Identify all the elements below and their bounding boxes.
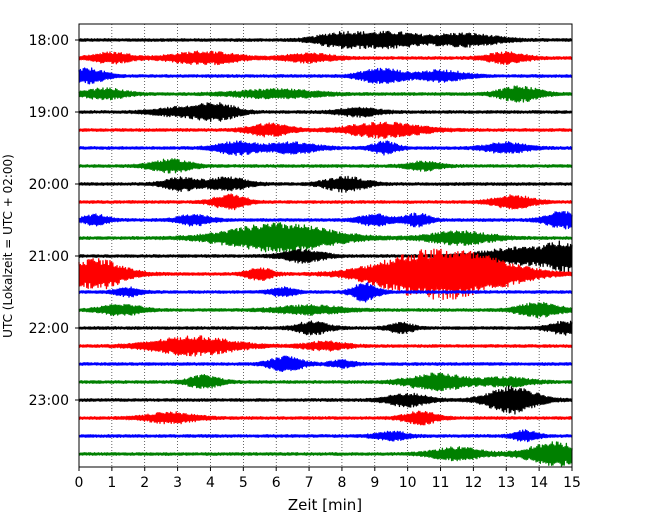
trace-line xyxy=(78,301,573,319)
trace-line xyxy=(78,121,573,139)
x-axis-ticks: 0 1 2 3 4 5 6 7 8 9 10 11 12 13 14 15 xyxy=(75,467,581,491)
traces-group xyxy=(78,30,573,467)
x-tick-label: 6 xyxy=(272,475,281,491)
x-tick-label: 1 xyxy=(107,475,116,491)
trace-line xyxy=(78,410,573,426)
trace-line xyxy=(78,248,573,300)
trace-line xyxy=(78,85,573,103)
y-tick-label: 21:00 xyxy=(29,249,69,265)
trace-line xyxy=(78,320,573,336)
trace-line xyxy=(78,102,573,123)
trace-line xyxy=(78,429,573,443)
x-tick-label: 2 xyxy=(140,475,149,491)
x-tick-label: 0 xyxy=(75,475,84,491)
trace-line xyxy=(78,282,573,303)
plot-area xyxy=(79,24,572,467)
trace-line xyxy=(78,222,573,253)
x-tick-label: 10 xyxy=(399,475,417,491)
trace-line xyxy=(78,175,573,193)
x-tick-label: 8 xyxy=(337,475,346,491)
trace-line xyxy=(78,67,573,85)
x-tick-label: 5 xyxy=(239,475,248,491)
x-tick-label: 9 xyxy=(370,475,379,491)
trace-line xyxy=(78,140,573,156)
y-tick-label: 19:00 xyxy=(29,105,69,121)
x-axis-label: Zeit [min] xyxy=(288,496,362,514)
trace-line xyxy=(78,210,573,230)
trace-line xyxy=(78,50,573,66)
y-tick-label: 18:00 xyxy=(29,33,69,49)
trace-line xyxy=(78,372,573,392)
x-tick-label: 3 xyxy=(173,475,182,491)
x-tick-label: 13 xyxy=(497,475,515,491)
y-tick-label: 23:00 xyxy=(29,393,69,409)
y-tick-label: 20:00 xyxy=(29,177,69,193)
trace-line xyxy=(78,385,573,415)
trace-line xyxy=(78,441,573,467)
trace-line xyxy=(78,193,573,211)
y-axis-ticks: 18:00 19:00 20:00 21:00 22:00 23:00 xyxy=(29,33,79,409)
trace-line xyxy=(78,355,573,372)
trace-line xyxy=(78,30,573,50)
x-tick-label: 14 xyxy=(530,475,548,491)
trace-line xyxy=(78,335,573,357)
x-tick-label: 15 xyxy=(563,475,581,491)
x-tick-label: 12 xyxy=(464,475,482,491)
x-tick-label: 11 xyxy=(432,475,450,491)
y-tick-label: 22:00 xyxy=(29,321,69,337)
plot-frame xyxy=(78,23,573,468)
x-tick-label: 7 xyxy=(305,475,314,491)
x-tick-label: 4 xyxy=(206,475,215,491)
trace-line xyxy=(78,158,573,174)
y-axis-label: UTC (Lokalzeit = UTC + 02:00) xyxy=(1,154,15,338)
